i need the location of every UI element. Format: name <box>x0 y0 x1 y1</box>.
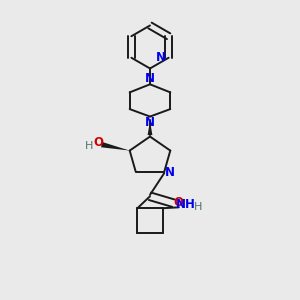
Polygon shape <box>148 121 152 135</box>
Text: O: O <box>94 136 103 149</box>
Text: H: H <box>85 141 93 151</box>
Text: N: N <box>156 51 166 64</box>
Text: N: N <box>145 72 155 85</box>
Text: O: O <box>174 196 184 209</box>
Polygon shape <box>101 142 130 151</box>
Text: H: H <box>194 202 202 212</box>
Text: NH: NH <box>176 198 196 212</box>
Text: N: N <box>145 116 155 129</box>
Text: N: N <box>165 166 175 178</box>
